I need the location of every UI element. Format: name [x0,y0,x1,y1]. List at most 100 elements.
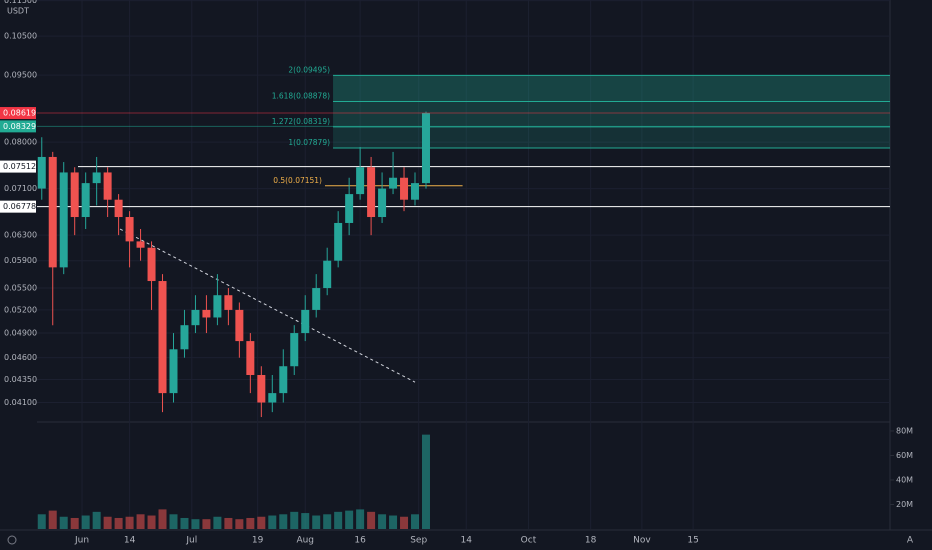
x-tick-label: Jul [185,536,197,546]
candle-body [345,194,354,223]
settings-icon[interactable] [7,535,17,545]
volume-bar [136,514,145,529]
volume-bar [235,519,244,529]
fib-mid-label: 0.5(0.07151) [273,176,322,185]
volume-bar [378,514,387,529]
volume-bar [59,516,68,529]
y-tick-label: 0.07100 [4,184,37,193]
volume-tick-label: 80M [896,426,913,435]
volume-bar [334,511,343,529]
x-tick-label: 14 [124,536,136,546]
volume-bar [279,514,288,529]
volume-bar [290,511,299,529]
candle-body [37,156,46,189]
auto-scale-button[interactable]: A [907,536,914,546]
y-tick-label: 0.04900 [4,329,37,338]
x-tick-label: Jun [74,536,89,546]
x-tick-label: Nov [633,536,651,546]
volume-bar [125,516,134,529]
candle-body [191,309,200,326]
candle-body [389,177,398,189]
candle-body [279,366,288,394]
candle-body [180,325,189,350]
y-tick-label: 0.04100 [4,398,37,407]
candle-body [213,295,222,318]
y-tick-label: 0.05500 [4,284,37,293]
candle-body [202,309,211,318]
volume-bar [268,515,277,529]
volume-bar [114,517,123,529]
volume-bar [103,516,112,529]
fib-zone [333,75,890,102]
x-tick-label: 14 [461,536,473,546]
volume-bar [191,519,200,529]
y-tick-label: 0.05900 [4,256,37,265]
volume-tick-label: 40M [896,475,913,484]
candle-body [323,260,332,289]
candle-body [378,188,387,218]
y-tick-label: 0.04350 [4,375,37,384]
fib-zone [333,101,890,127]
volume-bar [158,509,167,529]
volume-bar [37,514,46,529]
price-tag-text: 0.08619 [3,109,36,118]
volume-bar [257,516,266,529]
candle-body [92,172,101,184]
volume-bar [421,434,430,529]
candle-body [421,112,430,184]
candle-body [367,167,376,218]
candle-body [114,199,123,218]
price-tag [0,160,36,173]
volume-bar [356,509,365,529]
candle-body [158,281,167,394]
volume-bar [81,515,90,529]
volume-bar [169,514,178,529]
candle-body [268,393,277,403]
candle-body [169,349,178,394]
price-tag-text: 0.08329 [3,122,36,131]
volume-bar [202,519,211,529]
x-tick-label: Oct [521,536,537,546]
fib-label: 1(0.07879) [288,138,330,147]
candle-body [103,172,112,200]
candle-body [147,247,156,282]
candle-body [301,309,310,334]
price-tag-text: 0.06778 [3,202,36,211]
volume-bar [389,515,398,529]
volume-bar [147,515,156,529]
x-tick-label: 19 [252,536,264,546]
price-tag [0,107,36,120]
volume-bar [323,514,332,529]
candle-body [81,183,90,218]
fib-zone [333,126,890,149]
x-tick-label: Sep [410,536,427,546]
volume-bar [411,514,420,529]
y-tick-label: 0.06300 [4,231,37,240]
volume-bar [92,511,101,529]
quote-currency: USDT [7,7,29,16]
candle-body [70,172,79,218]
volume-bar [301,513,310,529]
volume-bar [70,517,79,529]
candle-body [411,183,420,200]
volume-bar [180,517,189,529]
volume-bar [246,517,255,529]
candle-body [224,295,233,310]
y-tick-label: 0.04600 [4,353,37,362]
volume-bar [367,511,376,529]
candle-body [312,288,321,310]
volume-tick-label: 20M [896,500,913,509]
x-tick-label: 16 [354,536,366,546]
volume-bar [213,516,222,529]
x-tick-label: 15 [687,536,698,546]
y-tick-label: 0.05200 [4,305,37,314]
price-tag [0,120,36,133]
volume-tick-label: 60M [896,451,913,460]
y-tick-label: 0.09500 [4,71,37,80]
volume-bar [400,516,409,529]
fib-label: 2(0.09495) [288,65,330,74]
volume-bar [224,517,233,529]
x-tick-label: 18 [585,536,597,546]
candle-body [246,341,255,375]
